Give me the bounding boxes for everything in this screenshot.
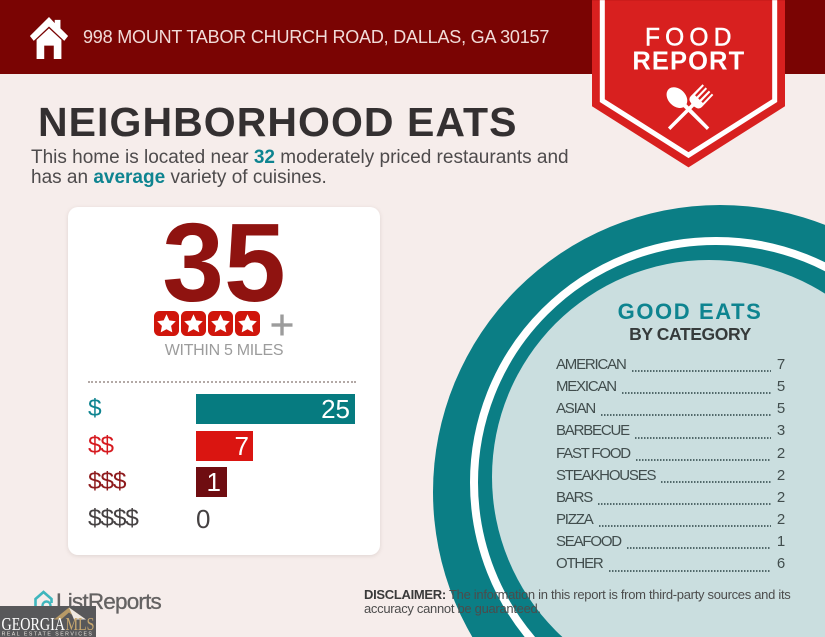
svg-text:MLS: MLS <box>66 614 95 634</box>
svg-text:GEORGIA: GEORGIA <box>2 614 66 634</box>
svg-text:FOOD: FOOD <box>644 25 736 52</box>
svg-text:REAL ESTATE SERVICES: REAL ESTATE SERVICES <box>2 632 94 637</box>
svg-text:REPORT: REPORT <box>632 47 745 75</box>
